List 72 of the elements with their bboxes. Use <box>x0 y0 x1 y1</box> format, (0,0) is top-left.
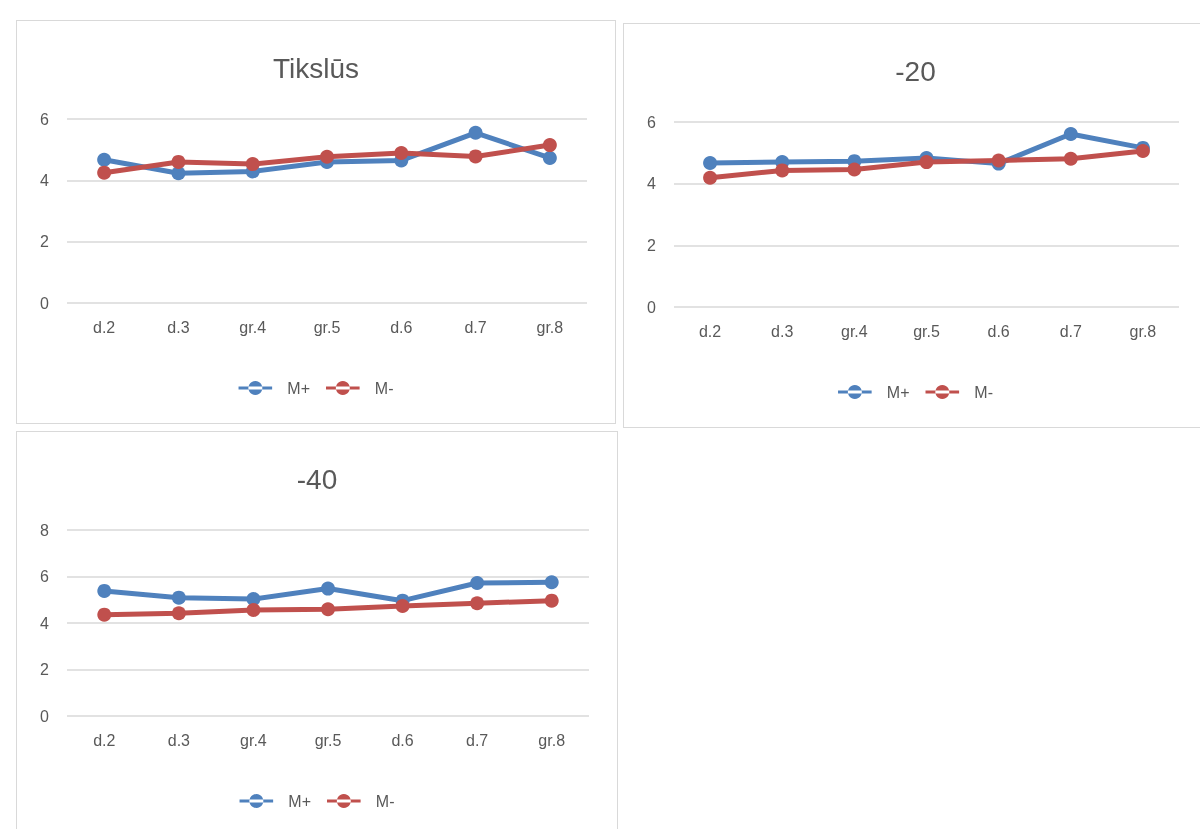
y-tick-label: 6 <box>40 110 50 128</box>
point <box>245 157 260 172</box>
legend-label: M+ <box>287 379 311 397</box>
point <box>703 156 718 170</box>
point <box>320 149 334 164</box>
chart-title: Tikslūs <box>272 52 360 84</box>
y-tick-label: 0 <box>40 294 50 312</box>
legend-label: M- <box>974 383 993 401</box>
x-tick-label: d.6 <box>987 322 1010 340</box>
y-tick-label: 6 <box>647 113 657 131</box>
point <box>470 596 485 611</box>
point <box>470 576 485 591</box>
x-tick-label: gr.5 <box>313 318 341 336</box>
x-tick-label: gr.4 <box>841 322 868 340</box>
point <box>97 152 112 167</box>
x-tick-label: gr.8 <box>538 731 566 749</box>
chart-title: -20 <box>895 55 936 87</box>
point <box>847 162 862 177</box>
point <box>468 149 483 164</box>
x-tick-label: d.6 <box>390 318 413 336</box>
point <box>321 581 335 596</box>
point <box>97 583 112 598</box>
point <box>171 154 186 169</box>
x-tick-label: d.3 <box>771 322 794 340</box>
point <box>919 155 934 170</box>
point <box>321 602 335 617</box>
y-tick-label: 8 <box>40 521 50 539</box>
legend-label: M+ <box>886 383 910 401</box>
x-tick-label: gr.4 <box>239 318 267 336</box>
y-tick-label: 2 <box>40 661 50 678</box>
x-tick-label: gr.8 <box>1129 322 1157 340</box>
point <box>171 590 186 605</box>
point <box>394 146 409 161</box>
legend-label: M- <box>375 792 395 810</box>
point <box>1063 151 1078 166</box>
x-tick-label: d.2 <box>93 318 116 336</box>
point <box>246 602 261 617</box>
y-tick-label: 2 <box>40 233 50 251</box>
y-tick-label: 4 <box>647 175 657 193</box>
point <box>395 599 410 614</box>
x-tick-label: d.7 <box>1059 322 1082 340</box>
point <box>171 606 186 621</box>
point <box>703 170 718 185</box>
x-tick-label: d.7 <box>464 318 487 336</box>
legend-label: M- <box>374 379 394 397</box>
legend-label: M+ <box>288 792 312 810</box>
x-tick-label: d.2 <box>698 322 722 340</box>
x-tick-label: d.7 <box>466 731 489 749</box>
y-tick-label: 0 <box>40 707 50 725</box>
y-tick-label: 4 <box>40 171 50 189</box>
y-tick-label: 0 <box>647 298 657 316</box>
x-tick-label: d.3 <box>167 731 191 749</box>
x-tick-label: d.2 <box>93 731 116 749</box>
x-tick-label: gr.5 <box>314 731 342 749</box>
x-tick-label: gr.8 <box>536 318 564 336</box>
point <box>97 607 112 622</box>
y-tick-label: 4 <box>40 614 50 632</box>
point <box>544 593 559 608</box>
point <box>542 150 557 165</box>
y-tick-label: 6 <box>40 568 50 585</box>
point <box>468 125 483 140</box>
point <box>544 575 559 590</box>
x-tick-label: gr.4 <box>240 731 267 749</box>
chart-title: -40 <box>296 463 338 495</box>
x-tick-label: d.3 <box>167 318 190 336</box>
x-tick-label: d.6 <box>391 731 414 749</box>
x-tick-label: gr.5 <box>913 322 940 340</box>
point <box>775 163 790 178</box>
point <box>542 138 557 153</box>
point <box>97 165 112 180</box>
point <box>1063 127 1078 142</box>
y-tick-label: 2 <box>647 236 657 254</box>
